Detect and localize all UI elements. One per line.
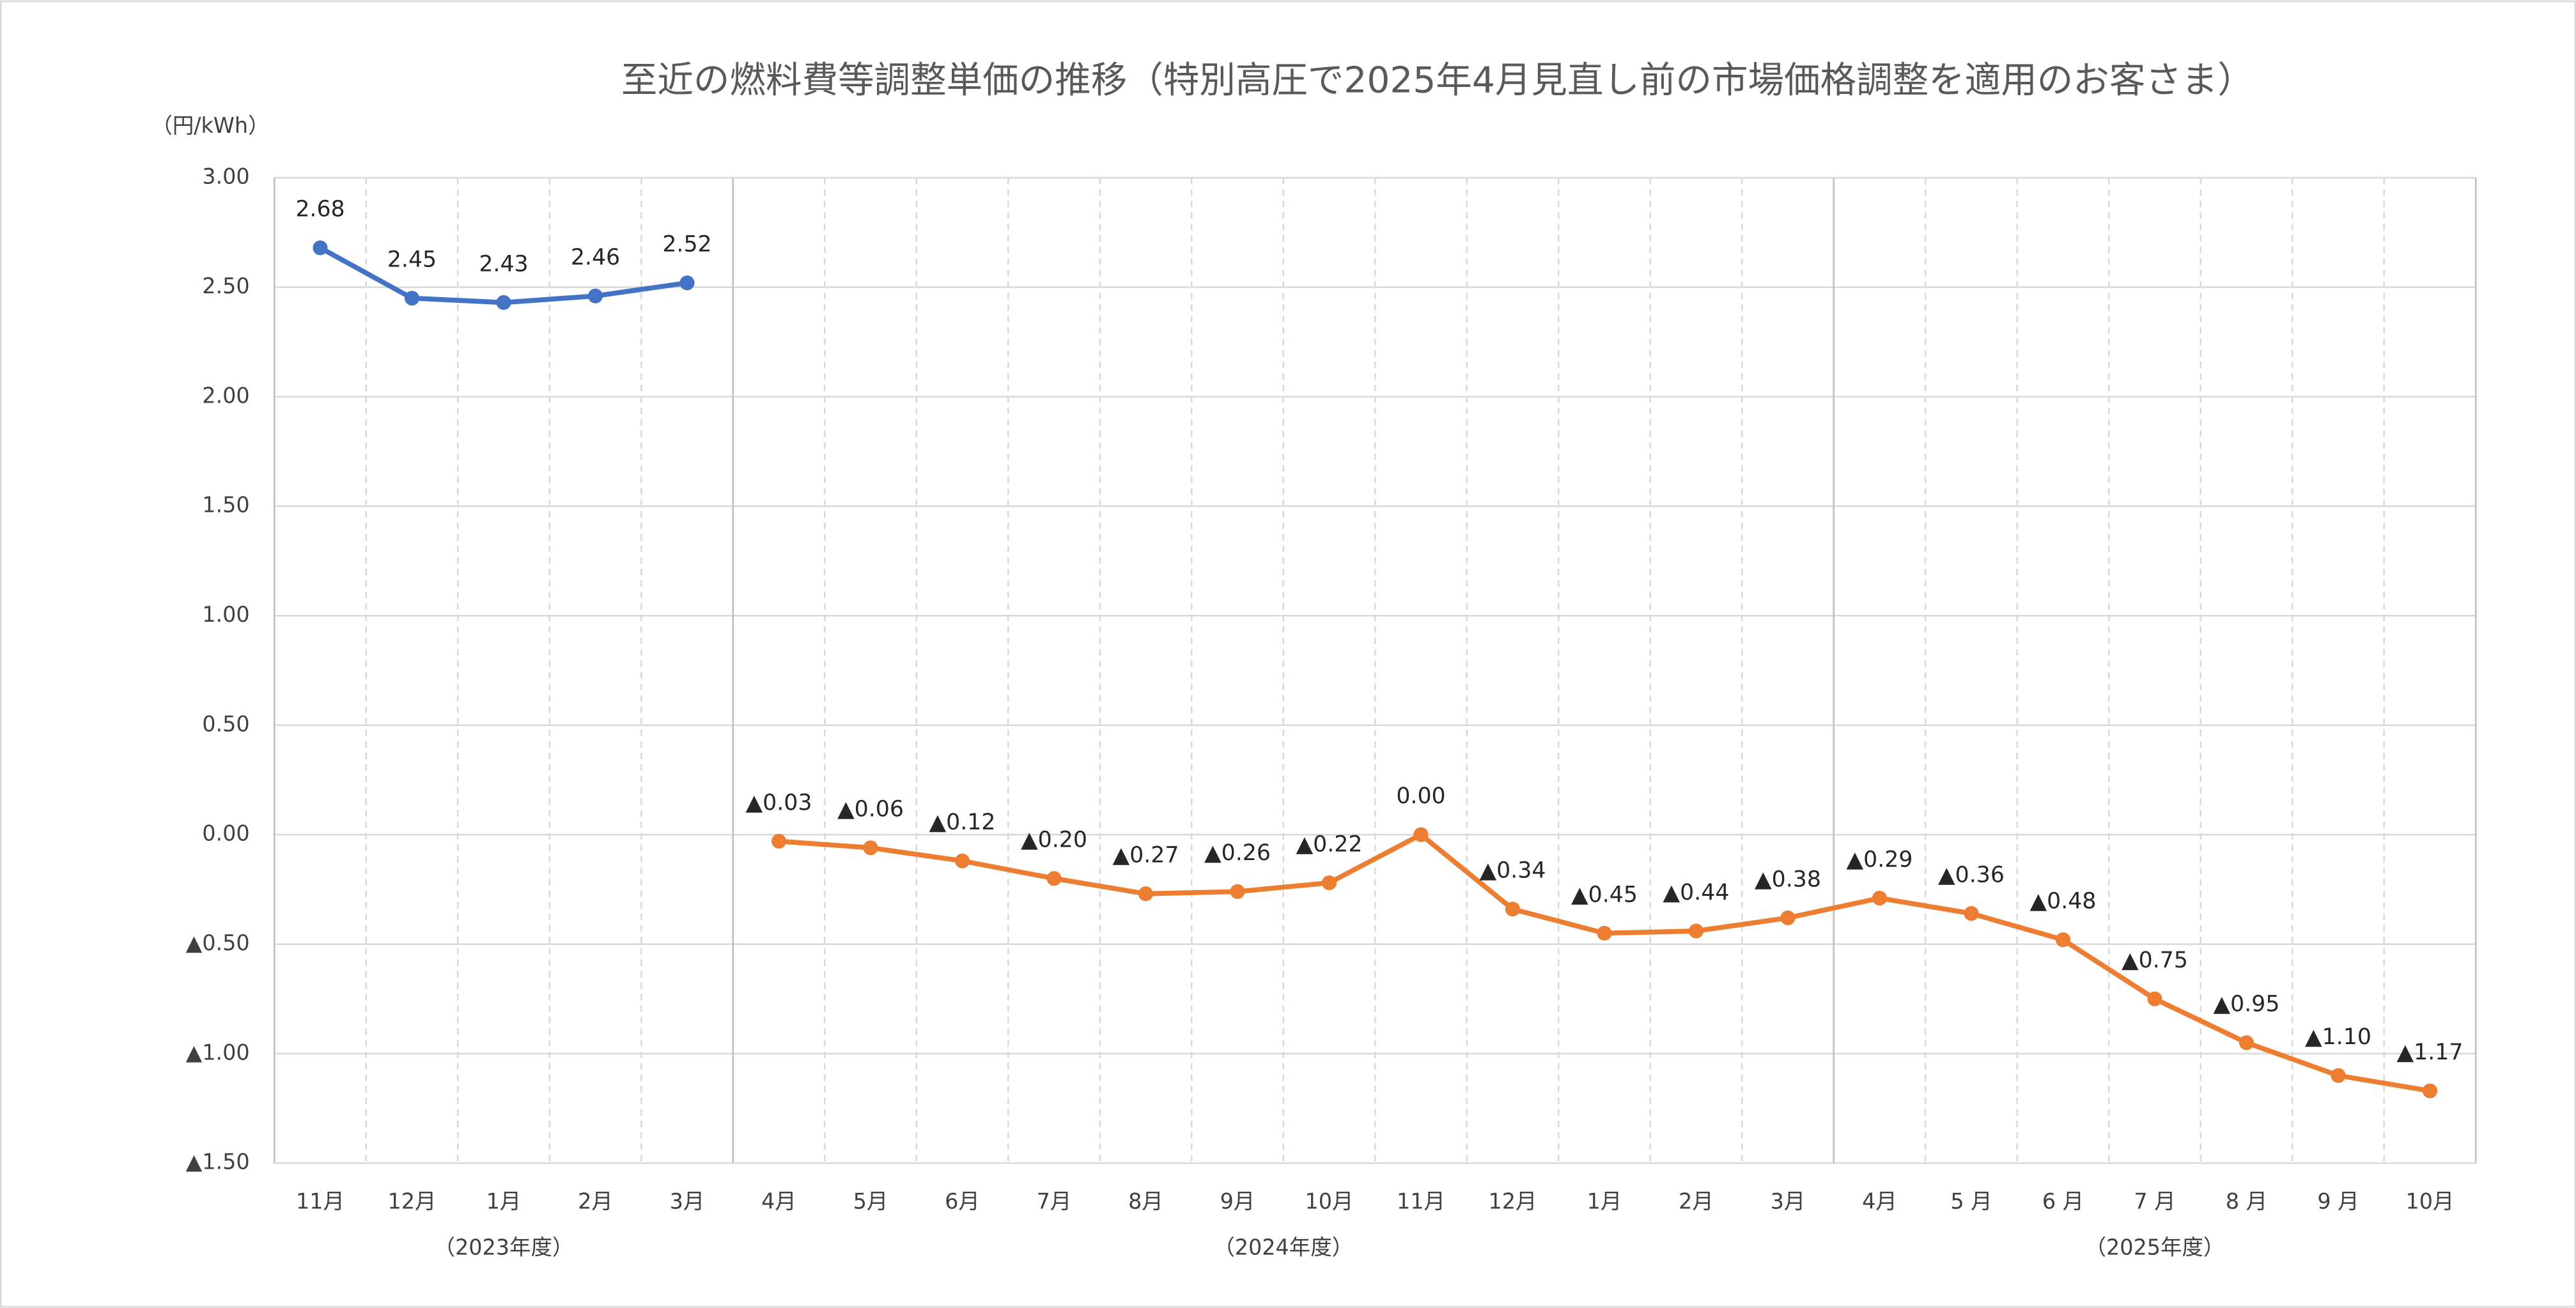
x-tick-label: 2月: [1679, 1189, 1714, 1213]
x-tick-label: 12月: [388, 1189, 437, 1213]
data-point: [1964, 906, 1979, 921]
x-tick-label: 2月: [578, 1189, 613, 1213]
y-tick-label: 2.50: [202, 273, 249, 298]
data-label: ▲0.20: [1021, 827, 1087, 853]
data-label: ▲0.48: [2030, 889, 2097, 914]
data-label: ▲0.29: [1847, 847, 1913, 872]
data-point: [496, 295, 511, 311]
data-point: [2331, 1068, 2346, 1083]
x-tick-label: 10月: [1305, 1189, 1354, 1213]
data-label: ▲0.44: [1663, 880, 1730, 905]
data-point: [1138, 886, 1154, 902]
x-tick-label: 4月: [1862, 1189, 1897, 1213]
data-label: ▲0.26: [1204, 840, 1271, 866]
x-tick-label: 1月: [486, 1189, 522, 1213]
data-label: ▲0.36: [1938, 862, 2005, 888]
y-tick-label: ▲0.50: [186, 930, 250, 955]
x-tick-label: 6 月: [2042, 1189, 2084, 1213]
data-label: 2.68: [295, 197, 345, 222]
data-label: 0.00: [1396, 783, 1445, 809]
data-label: 2.43: [479, 251, 528, 277]
data-point: [587, 288, 603, 304]
data-point: [1688, 923, 1704, 939]
data-label: 2.46: [571, 245, 620, 270]
data-label: ▲0.12: [929, 810, 996, 835]
data-point: [1597, 925, 1612, 941]
x-tick-label: 3月: [1771, 1189, 1806, 1213]
group-label: （2024年度）: [1213, 1235, 1353, 1259]
data-point: [1413, 827, 1429, 842]
x-tick-label: 5月: [853, 1189, 888, 1213]
data-point: [954, 853, 970, 868]
data-point: [313, 240, 328, 256]
data-point: [1321, 875, 1337, 891]
data-label: ▲1.17: [2397, 1040, 2463, 1065]
x-tick-label: 8 月: [2226, 1189, 2267, 1213]
data-label: ▲0.03: [746, 790, 812, 815]
x-tick-label: 1月: [1587, 1189, 1622, 1213]
x-tick-label: 11月: [1397, 1189, 1445, 1213]
x-tick-label: 3月: [670, 1189, 705, 1213]
data-point: [2147, 991, 2162, 1006]
data-point: [1505, 902, 1521, 917]
x-tick-label: 6月: [945, 1189, 980, 1213]
data-label: 2.52: [662, 232, 711, 258]
data-label: ▲0.75: [2122, 948, 2188, 973]
y-tick-label: ▲1.50: [186, 1150, 250, 1174]
data-label: ▲0.38: [1755, 866, 1821, 892]
y-tick-label: 1.50: [202, 493, 249, 518]
group-label: （2023年度）: [434, 1235, 574, 1259]
x-tick-label: 9 月: [2317, 1189, 2359, 1213]
x-tick-label: 11月: [296, 1189, 345, 1213]
data-label: ▲0.45: [1571, 882, 1638, 907]
data-point: [1780, 910, 1796, 926]
y-tick-label: 3.00: [202, 164, 249, 189]
y-tick-label: 1.00: [202, 602, 249, 627]
data-point: [2238, 1035, 2254, 1050]
x-tick-label: 9月: [1220, 1189, 1255, 1213]
data-point: [1872, 891, 1888, 906]
x-tick-label: 12月: [1489, 1189, 1537, 1213]
data-label: ▲0.27: [1113, 843, 1179, 868]
y-tick-label: ▲1.00: [186, 1040, 250, 1065]
data-label: ▲0.34: [1480, 858, 1546, 884]
x-tick-label: 7 月: [2134, 1189, 2175, 1213]
y-tick-label: 0.00: [202, 821, 249, 846]
x-tick-label: 7月: [1037, 1189, 1072, 1213]
data-point: [404, 291, 420, 306]
marks: 2.68 2.45 2.43 2.46 2.52 ▲0.03 ▲0.06 ▲0.12 ▲0.20…: [295, 197, 2463, 1098]
group-label: （2025年度）: [2085, 1235, 2225, 1259]
data-label: ▲0.22: [1296, 831, 1363, 857]
x-tick-label: 8月: [1128, 1189, 1163, 1213]
data-label: 2.45: [387, 247, 437, 273]
y-tick-label: 0.50: [202, 711, 249, 736]
data-point: [2055, 932, 2071, 948]
y-tick-label: 2.00: [202, 383, 249, 408]
x-tick-label: 10月: [2406, 1189, 2455, 1213]
data-label: ▲0.06: [837, 797, 904, 822]
grid: [273, 176, 2477, 1164]
data-label: ▲1.10: [2305, 1024, 2371, 1050]
data-label: ▲0.95: [2214, 992, 2280, 1017]
data-point: [679, 275, 695, 291]
data-point: [2422, 1083, 2438, 1098]
x-tick-label: 4月: [761, 1189, 796, 1213]
data-point: [1230, 884, 1245, 899]
x-tick-label: 5 月: [1950, 1189, 1992, 1213]
data-point: [863, 840, 878, 856]
y-axis-label: （円/kWh）: [151, 113, 269, 138]
data-point: [771, 833, 787, 849]
chart-title: 至近の燃料費等調整単価の推移（特別高圧で2025年4月見直し前の市場価格調整を適…: [621, 60, 2254, 102]
data-point: [1046, 871, 1062, 886]
